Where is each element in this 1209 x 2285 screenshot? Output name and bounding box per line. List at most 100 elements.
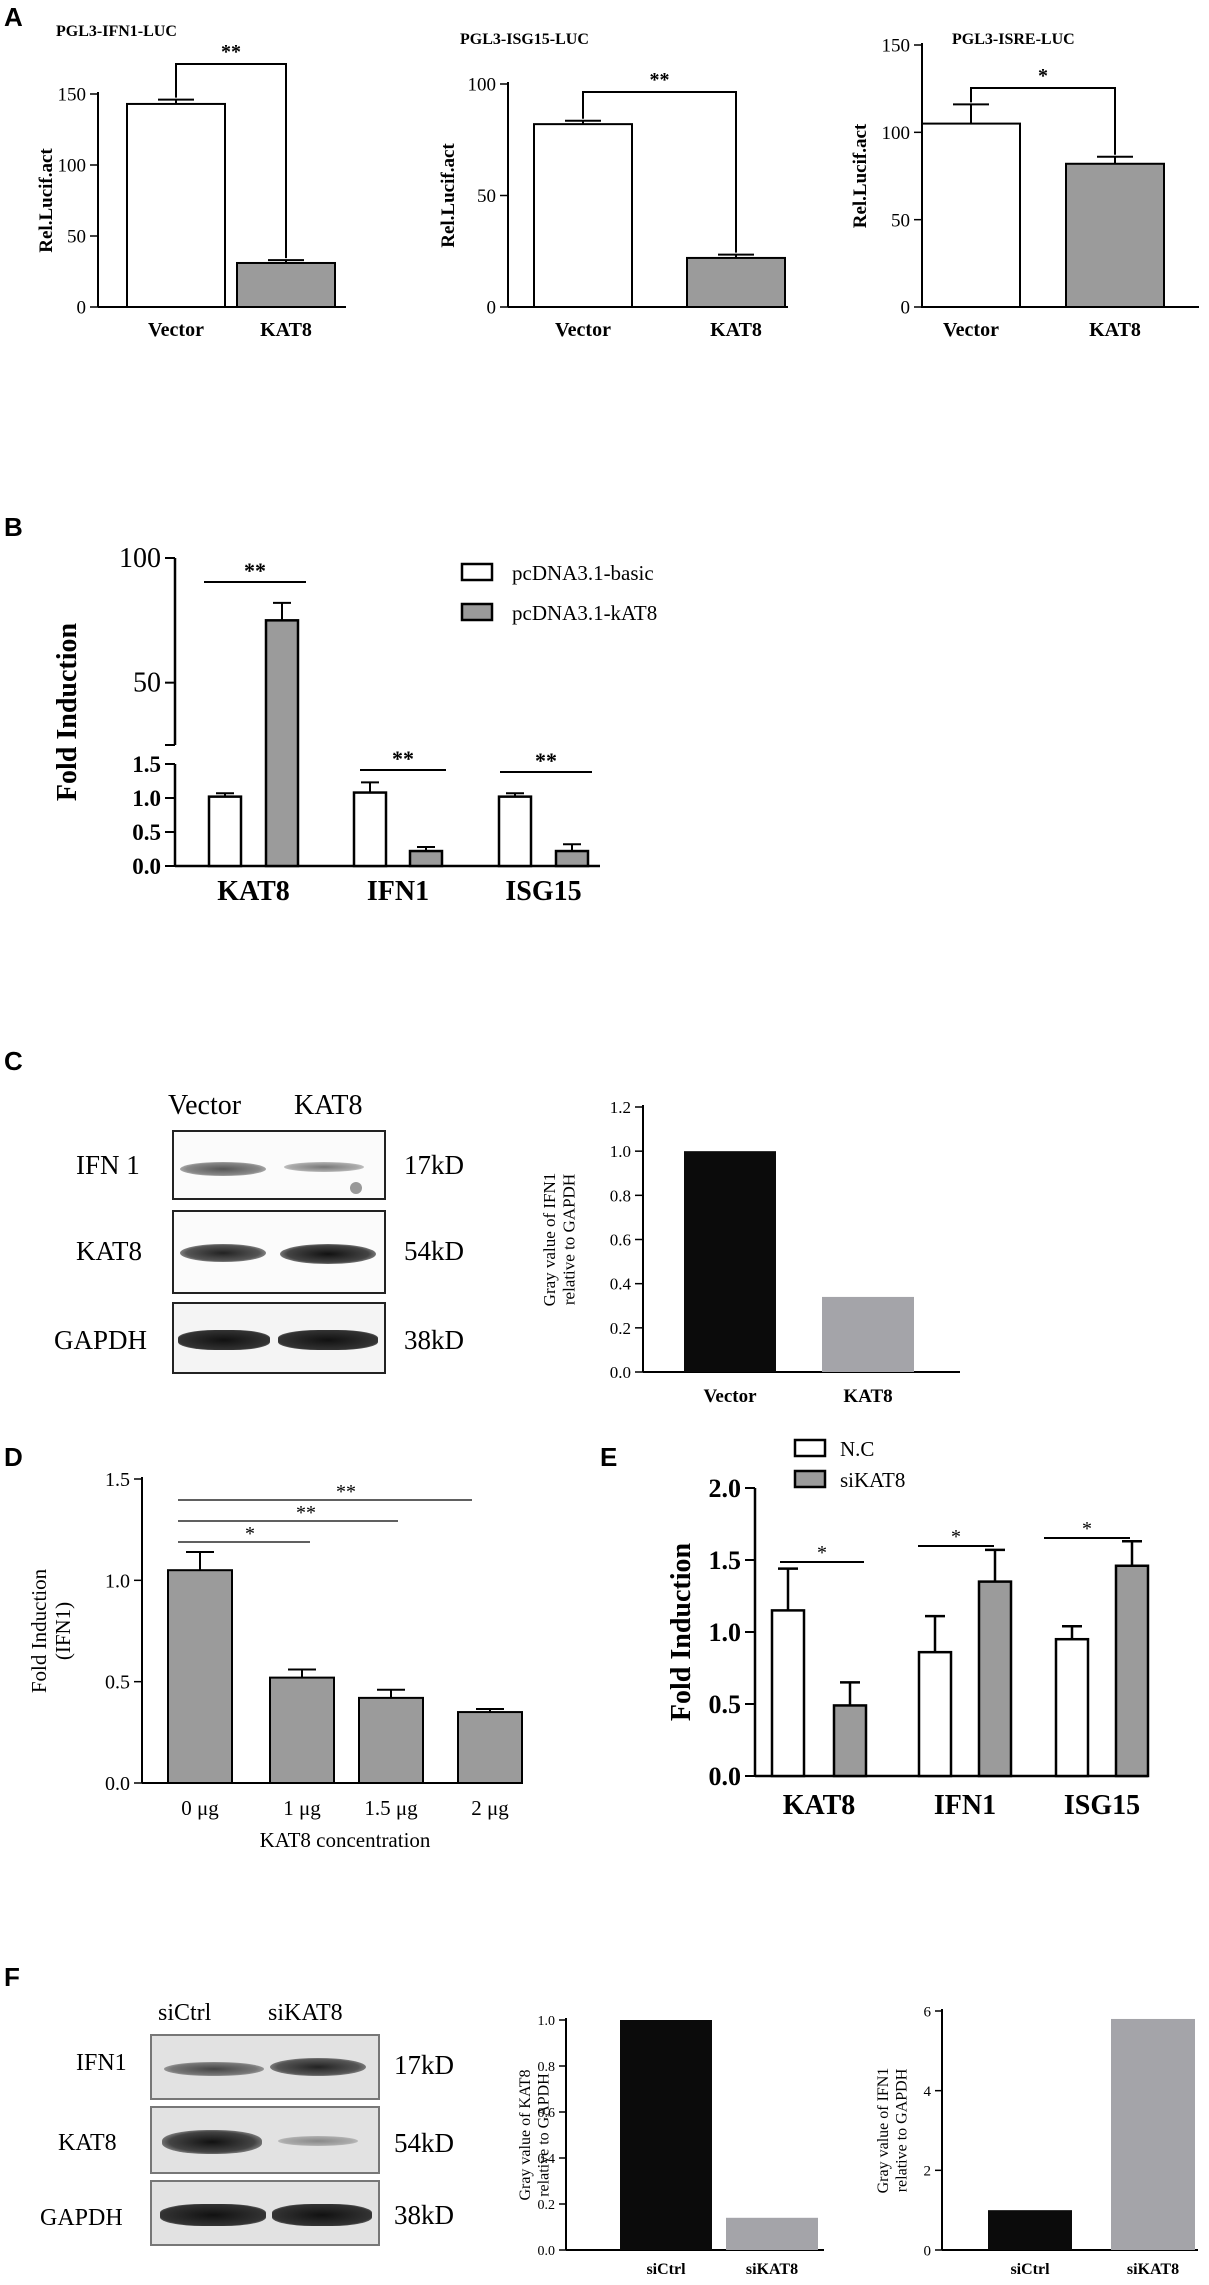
a2-significance-bracket: [582, 91, 737, 253]
d-y-axis-label: (IFN1): [51, 1602, 75, 1660]
b-ytick-label: 100: [119, 543, 161, 574]
b-significance-label: **: [244, 558, 266, 583]
blot-f-row-label-1: IFN1: [76, 2050, 127, 2076]
d-ytick-label: 0.0: [105, 1773, 130, 1795]
d-bar-2-g: [457, 1711, 523, 1784]
e-ytick-label: 1.5: [709, 1546, 742, 1575]
f2-bar-sikat8: [1111, 2018, 1195, 2250]
panel-label-e: E: [600, 1442, 618, 1472]
b-legend-swatch: [460, 602, 494, 622]
b-bar-kat8-kat8: [264, 619, 300, 868]
a1-bar-kat8: [236, 261, 336, 309]
b-ytick-label: 0.5: [132, 820, 161, 845]
f2-y-axis-label: Gray value of IFN1: [875, 2068, 892, 2194]
c-ytick-label: 0.8: [610, 1186, 631, 1205]
a2-category-label: Vector: [555, 319, 611, 341]
b-significance-label: **: [535, 748, 557, 773]
blot-c-row-size-3: 38kD: [404, 1325, 464, 1355]
f2-category-label: siKAT8: [1127, 2261, 1179, 2278]
e-significance-label: *: [1082, 1518, 1092, 1540]
f2-bar-sictrl: [988, 2210, 1072, 2250]
a3-ytick-label: 100: [882, 123, 911, 144]
blot-f-lane-2: siKAT8: [268, 2000, 343, 2026]
a2-ytick-label: 50: [477, 186, 496, 207]
e-legend-label: N.C: [840, 1437, 874, 1461]
b-category-label: KAT8: [217, 876, 290, 907]
panel-label-b: B: [4, 512, 23, 542]
a3-ytick-label: 150: [882, 36, 911, 57]
f1-ytick-label: 1.0: [538, 2014, 556, 2029]
a1-ytick-label: 100: [58, 156, 87, 177]
e-significance-label: *: [951, 1526, 961, 1548]
e-bar: [1114, 1564, 1150, 1778]
d-category-label: 1 μg: [283, 1796, 321, 1820]
e-legend-swatch: [793, 1438, 827, 1458]
blot-c-row-label-1: IFN 1: [76, 1150, 140, 1180]
f1-y-axis-label: Gray value of KAT8: [517, 2069, 534, 2200]
blot-f-lane-1: siCtrl: [158, 2000, 212, 2026]
panel-label-a: A: [4, 2, 23, 32]
e-bar: [917, 1650, 953, 1778]
panel-label-c: C: [4, 1046, 23, 1076]
c-bar-kat8: [822, 1296, 914, 1372]
f1-category-label: siCtrl: [646, 2261, 686, 2278]
e-ytick-label: 1.0: [709, 1618, 742, 1647]
blot-f-row-size-2: 54kD: [394, 2128, 454, 2158]
c-category-label: Vector: [703, 1386, 757, 1407]
c-ytick-label: 1.0: [610, 1142, 631, 1161]
blot-f-row-size-3: 38kD: [394, 2200, 454, 2230]
c-category-label: KAT8: [843, 1386, 892, 1407]
d-category-label: 2 μg: [471, 1796, 509, 1820]
e-bar: [770, 1609, 806, 1778]
a3-bar-kat8: [1065, 162, 1165, 308]
a3-ytick-label: 0: [901, 298, 911, 319]
blot-f-row-size-1: 17kD: [394, 2050, 454, 2080]
a3-bar-vector: [921, 122, 1021, 308]
e-bar: [832, 1704, 868, 1778]
blot-c-row-size-1: 17kD: [404, 1150, 464, 1180]
a3-significance-bracket: [970, 87, 1116, 155]
f1-bar-sictrl: [620, 2020, 712, 2250]
f1-category-label: siKAT8: [746, 2261, 798, 2278]
b-y-axis-label: Fold Induction: [52, 622, 83, 801]
f1-ytick-label: 0.0: [538, 2244, 556, 2259]
a1-category-label: KAT8: [260, 319, 312, 341]
a2-bar-kat8: [686, 256, 786, 309]
c-ytick-label: 0.2: [610, 1319, 631, 1338]
blot-f-strip-gapdh: [150, 2180, 380, 2246]
f1-ytick-label: 0.8: [538, 2060, 556, 2075]
c-ytick-label: 0.0: [610, 1363, 631, 1382]
b-legend-label: pcDNA3.1-basic: [512, 561, 654, 585]
a3-category-label: KAT8: [1089, 319, 1141, 341]
b-significance-label: **: [392, 746, 414, 771]
d-ytick-label: 1.5: [105, 1469, 130, 1491]
e-y-axis-label: Fold Induction: [666, 1542, 697, 1721]
b-legend-swatch: [460, 562, 494, 582]
c-ytick-label: 0.6: [610, 1230, 631, 1249]
a1-ytick-label: 150: [58, 85, 87, 106]
f1-y-axis-label: relative to GAPDH: [535, 2073, 552, 2197]
f2-ytick-label: 4: [924, 2084, 932, 2100]
blot-f-row-label-2: KAT8: [58, 2130, 117, 2156]
d-category-label: 0 μg: [181, 1796, 219, 1820]
a2-significance-label: **: [650, 69, 670, 91]
e-category-label: KAT8: [783, 1790, 856, 1821]
f2-y-axis-label: relative to GAPDH: [893, 2068, 910, 2192]
a2-y-axis-label: Rel.Lucif.act: [438, 143, 459, 248]
e-ytick-label: 0.5: [709, 1690, 742, 1719]
e-category-label: ISG15: [1064, 1790, 1140, 1821]
blot-c-row-label-2: KAT8: [76, 1236, 142, 1266]
f2-ytick-label: 0: [924, 2243, 932, 2259]
panel-label-d: D: [4, 1442, 23, 1472]
e-ytick-label: 2.0: [709, 1474, 742, 1503]
e-ytick-label: 0.0: [709, 1762, 742, 1791]
a2-ytick-label: 0: [487, 298, 497, 319]
a1-ytick-label: 50: [67, 227, 86, 248]
c-ytick-label: 1.2: [610, 1098, 631, 1117]
f2-category-label: siCtrl: [1010, 2261, 1050, 2278]
b-category-label: ISG15: [505, 876, 581, 907]
f1-bar-sikat8: [726, 2217, 818, 2250]
a3-category-label: Vector: [943, 319, 999, 341]
b-bar-isg15-basic: [497, 795, 533, 868]
